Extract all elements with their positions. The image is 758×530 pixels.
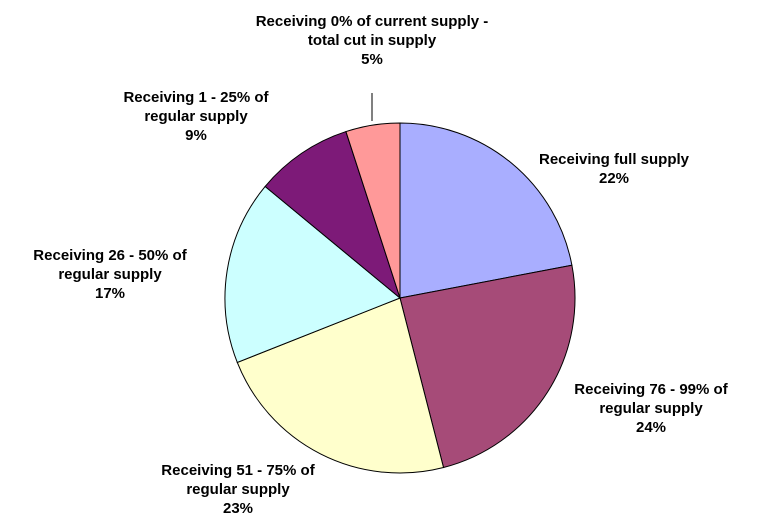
category-label: Receiving 26 - 50% of regular supply bbox=[33, 247, 187, 283]
slice-label: Receiving 51 - 75% of regular supply 23% bbox=[143, 461, 333, 518]
slice-label: Receiving 76 - 99% of regular supply 24% bbox=[556, 380, 746, 437]
category-label: Receiving full supply bbox=[538, 151, 690, 168]
category-label: Receiving 0% of current supply - total c… bbox=[255, 13, 489, 49]
slice-label: Receiving full supply 22% bbox=[514, 150, 714, 188]
slice-label: Receiving 1 - 25% of regular supply 9% bbox=[109, 88, 284, 145]
pie-slice bbox=[345, 122, 401, 299]
value-label: 24% bbox=[635, 419, 667, 436]
pie-slice bbox=[399, 122, 573, 299]
category-label: Receiving 51 - 75% of regular supply bbox=[161, 462, 315, 498]
slice-label: Receiving 0% of current supply - total c… bbox=[255, 12, 490, 69]
pie-slice bbox=[264, 130, 402, 300]
value-label: 22% bbox=[598, 170, 630, 187]
category-label: Receiving 76 - 99% of regular supply bbox=[574, 381, 728, 417]
slice-label: Receiving 26 - 50% of regular supply 17% bbox=[15, 246, 205, 303]
pie-slice bbox=[399, 264, 576, 469]
value-label: 17% bbox=[94, 285, 126, 302]
value-label: 23% bbox=[222, 500, 254, 517]
value-label: 5% bbox=[361, 51, 383, 68]
pie-slice bbox=[236, 297, 445, 474]
category-label: Receiving 1 - 25% of regular supply bbox=[123, 89, 269, 125]
pie-slice bbox=[224, 185, 401, 364]
value-label: 9% bbox=[185, 127, 207, 144]
